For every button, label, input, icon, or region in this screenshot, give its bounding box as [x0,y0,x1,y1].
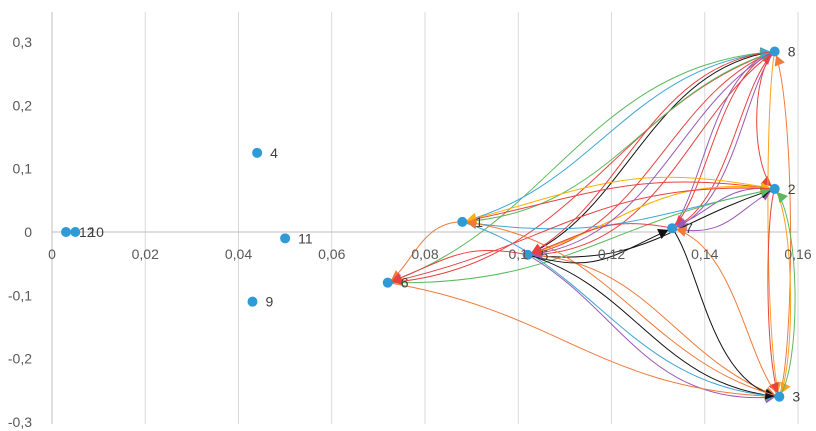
x-tick-label: 0,06 [318,246,345,262]
arrow-layer [387,47,796,404]
arrow-2-3 [774,188,792,397]
y-tick-label: 0,2 [13,97,33,113]
arrowhead-7-5 [531,244,543,256]
data-point-11 [280,233,291,244]
arrow-3-8 [774,51,792,397]
arrowhead-2-7 [675,217,688,228]
arrow-2-6 [387,187,775,284]
arrow-6-8 [387,51,775,284]
x-tick-label: 0 [48,246,56,262]
y-tick-label: 0,3 [13,34,33,50]
y-tick-label: -0,2 [8,351,32,367]
data-point-4 [252,147,263,158]
data-point-6 [382,277,393,288]
arrowhead-2-3 [768,381,779,394]
arrow-6-8 [387,51,775,284]
arrowhead-5-6 [391,272,403,284]
arrow-1-8 [462,51,775,223]
point-label-12: 12 [79,224,95,240]
data-point-3 [774,391,785,402]
y-tick-label: -0,3 [8,414,32,430]
point-label-10: 10 [88,224,104,240]
y-tick-label: -0,1 [8,287,32,303]
point-label-3: 3 [792,389,800,405]
point-label-5: 5 [541,247,549,263]
point-label-9: 9 [265,294,273,310]
grid [51,12,799,424]
arrow-8-3 [767,51,780,397]
point-label-11: 11 [298,230,313,246]
arrow-7-5 [527,223,673,256]
arrowhead-3-1 [466,217,477,229]
x-tick-label: 0,02 [132,246,159,262]
x-tick-label: 0,04 [225,246,252,262]
arrow-6-2 [387,188,775,284]
arrow-5-3 [527,254,780,399]
arrow-3-1 [462,221,780,398]
arrow-2-1 [462,181,775,223]
data-point-7 [667,223,678,234]
point-label-2: 2 [788,181,796,197]
arrow-3-7 [671,227,780,398]
y-tick-label: 0,1 [13,161,33,177]
point-label-7: 7 [685,220,693,236]
arrowhead-3-2 [777,191,788,204]
point-label-8: 8 [788,44,796,60]
data-point-2 [769,183,780,194]
label-layer: 0 0,02 0,04 0,06 0,08 0,1 0,12 0,14 0,160,30,20,… [8,34,812,430]
x-tick-label: 0,12 [598,246,625,262]
arrow-5-3 [527,254,780,398]
data-point-8 [769,46,780,57]
x-tick-label: 0,16 [784,246,811,262]
arrow-5-8 [527,51,775,256]
point-label-4: 4 [270,145,278,161]
arrow-8-5 [527,51,775,256]
arrowhead-3-8 [774,55,785,67]
arrow-2-3 [767,188,780,397]
data-point-12 [60,227,71,237]
data-point-10 [70,227,81,237]
data-point-1 [457,216,468,227]
arrow-1-3 [462,221,780,398]
arrow-5-2 [527,186,775,256]
arrow-1-8 [462,51,775,223]
point-label-6: 6 [401,275,409,291]
arrow-2-1 [462,176,775,223]
arrow-6-3 [387,282,780,398]
x-tick-label: 0,1 [509,246,529,262]
x-tick-label: 0,08 [411,246,438,262]
arrow-5-3 [527,254,780,398]
point-layer [60,46,785,402]
y-tick-label: 0 [24,224,32,240]
x-tick-label: 0,14 [691,246,718,262]
data-point-5 [522,249,533,260]
arrowhead-3-7 [675,226,688,237]
arrow-5-8 [527,51,775,256]
arrow-5-7 [527,227,673,264]
arrow-8-5 [527,51,775,256]
arrow-7-8 [671,51,776,229]
arrowhead-5-7 [657,228,669,240]
arrow-7-8 [671,51,775,229]
arrow-5-2 [527,188,775,258]
arrow-7-3 [671,227,780,398]
data-point-9 [247,296,258,307]
arrow-5-8 [527,51,775,256]
arrow-5-6 [387,249,528,284]
arrow-3-2 [774,188,796,397]
point-label-1: 1 [475,214,483,230]
